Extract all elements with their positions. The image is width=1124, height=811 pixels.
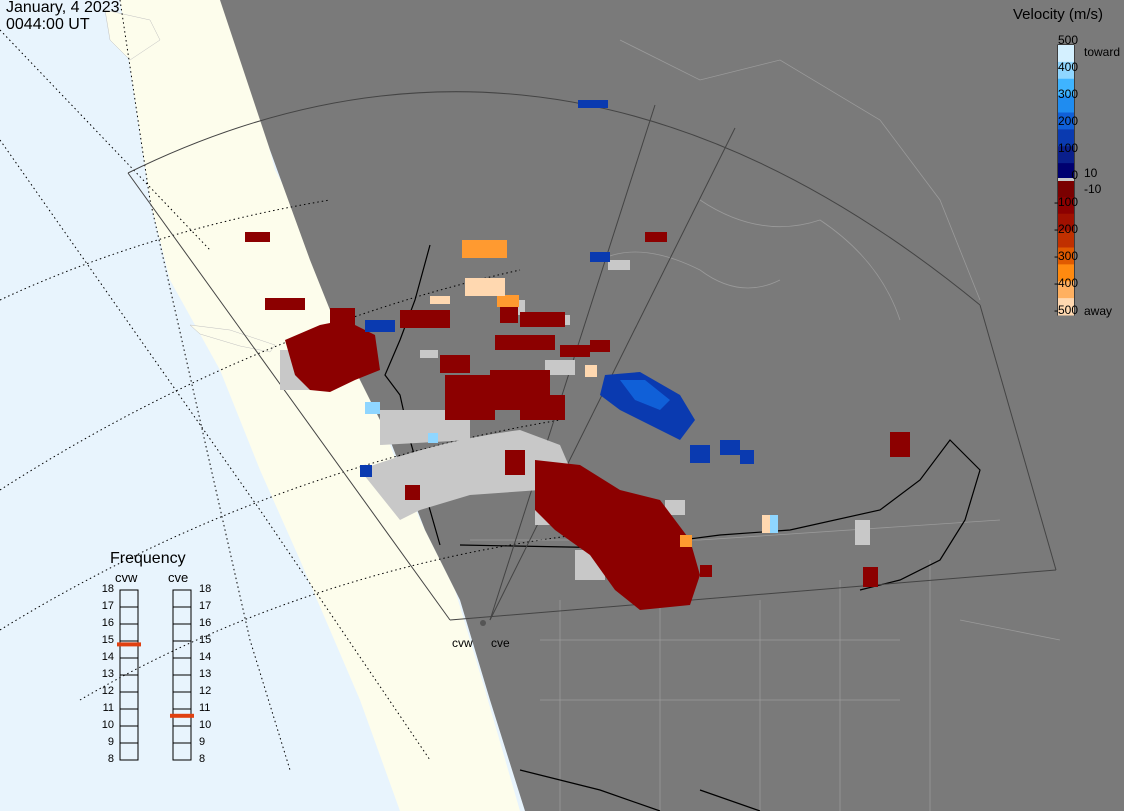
frequency-scale-label: 14 [199, 651, 212, 663]
colorbar-swatch [1058, 281, 1074, 299]
land-north [104, 9, 161, 61]
colorbar-swatch [1058, 45, 1074, 63]
colorbar-swatch [1058, 163, 1074, 181]
colorbar-tick-label: -200 [1053, 222, 1078, 236]
colorbar-swatch [1058, 129, 1074, 147]
frequency-scale-label: 11 [102, 702, 114, 714]
colorbar-swatch [1058, 61, 1074, 80]
velocity-away-fast [462, 240, 692, 547]
map-time: 0044:00 UT [6, 16, 90, 33]
frequency-scale-label: 15 [101, 634, 114, 646]
colorbar-zero-band [1058, 178, 1074, 181]
colorbar-swatch [1058, 213, 1074, 232]
site-label-cve: cve [491, 636, 510, 650]
frequency-scale-label: 9 [199, 736, 206, 748]
frequency-scale-label: 9 [107, 736, 114, 748]
velocity-away [245, 232, 910, 610]
colorbar-tick-label: 500 [1057, 33, 1078, 47]
frequency-ladders [119, 589, 192, 761]
velocity-away-max [430, 278, 770, 533]
frequency-scale-label: 10 [101, 719, 114, 731]
frequency-scale-label: 17 [199, 600, 212, 612]
frequency-scale-label: 11 [199, 702, 211, 714]
velocity-toward-strong [620, 380, 670, 410]
frequency-radar-label-cve: cve [168, 570, 189, 585]
colorbar-tick-label: 400 [1057, 60, 1078, 74]
colorbar-tick-label: 200 [1057, 114, 1078, 128]
colorbar-swatch [1058, 78, 1074, 97]
frequency-scale-label: 13 [199, 668, 212, 680]
colorbar-tick-label: 300 [1057, 87, 1078, 101]
colorbar-swatch [1058, 196, 1074, 215]
frequency-scale-label: 13 [101, 668, 114, 680]
frequency-scale-label: 18 [101, 583, 114, 595]
site-dot-cve [480, 620, 486, 626]
frequency-radar-label-cvw: cvw [115, 570, 138, 585]
site-label-cvw: cvw [452, 636, 473, 650]
frequency-title: Frequency [110, 550, 186, 567]
colorbar-toward-label: toward [1084, 45, 1121, 59]
frequency-scale-label: 12 [199, 685, 212, 697]
velocity-toward [360, 100, 754, 477]
colorbar-swatch [1058, 95, 1074, 113]
frequency-scale-label: 15 [199, 634, 212, 646]
frequency-scale-label: 8 [199, 753, 206, 765]
frequency-scale-label: 16 [101, 617, 114, 629]
colorbar-tick-label: -400 [1053, 276, 1078, 290]
colorbar-tick-label: 100 [1057, 141, 1078, 155]
colorbar-swatch [1058, 180, 1074, 198]
colorbar-away-label: away [1084, 304, 1113, 318]
velocity-colorbar [1057, 44, 1075, 316]
frequency-scale-label: 14 [101, 651, 114, 663]
colorbar-swatch [1058, 264, 1074, 282]
colorbar-pos-small: 10 [1084, 166, 1098, 180]
frequency-scale-label: 10 [199, 719, 212, 731]
graticule [0, 0, 621, 771]
frequency-scale-label: 8 [107, 753, 114, 765]
colorbar-swatch [1058, 230, 1074, 248]
frequency-scale-label: 18 [199, 583, 212, 595]
colorbar-swatch [1058, 112, 1074, 130]
land-yukon-alaska [120, 0, 520, 811]
colorbar-tick-label: -100 [1053, 195, 1078, 209]
colorbar-tick-label: -300 [1053, 249, 1078, 263]
colorbar-tick-label: -500 [1053, 303, 1078, 317]
borders [470, 39, 1061, 811]
land-alaska-peninsula [189, 324, 276, 353]
velocity-toward-fast [365, 402, 778, 533]
colorbar-swatch [1058, 247, 1074, 265]
colorbar-tick-label: 0 [1071, 168, 1078, 182]
frequency-marker-cve [170, 713, 194, 718]
frequency-scale-label: 16 [199, 617, 212, 629]
frequency-marker-cvw [117, 642, 141, 647]
colorbar-title: Velocity (m/s) [1013, 6, 1104, 23]
colorbar-neg-small: -10 [1084, 182, 1102, 196]
colorbar-swatch [1058, 146, 1074, 164]
map-date: January, 4 2023 [6, 0, 120, 16]
frequency-scale-label: 12 [101, 685, 114, 697]
colorbar-swatch [1058, 298, 1074, 316]
frequency-scale-label: 17 [101, 600, 114, 612]
fov [127, 91, 1057, 621]
